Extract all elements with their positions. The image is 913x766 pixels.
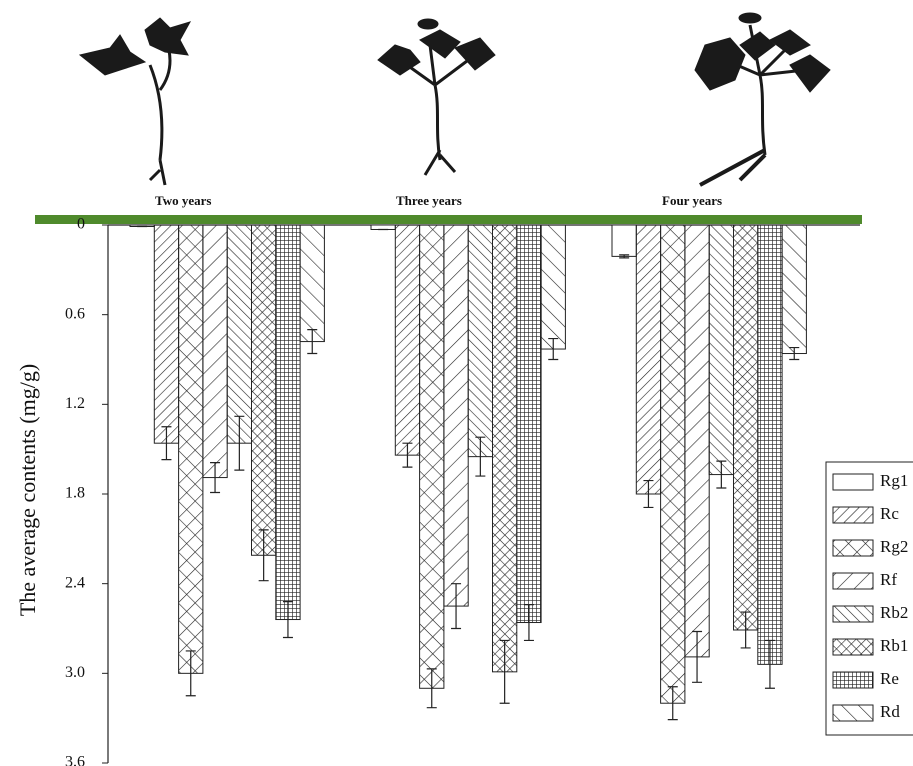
bar xyxy=(541,225,565,349)
y-axis-title: The average contents (mg/g) xyxy=(15,364,40,616)
plant-leaf xyxy=(145,18,190,55)
bar xyxy=(276,225,300,620)
group-label: Four years xyxy=(662,193,722,208)
legend-label: Rd xyxy=(880,702,900,721)
plant-stem xyxy=(150,35,170,160)
bar xyxy=(179,225,203,673)
bar xyxy=(636,225,660,494)
bar xyxy=(371,225,395,229)
bar xyxy=(203,225,227,478)
legend-swatch xyxy=(833,573,873,589)
legend-swatch xyxy=(833,672,873,688)
y-tick-label: 0 xyxy=(77,216,85,233)
plant-flower xyxy=(418,19,438,29)
y-tick-label: 3.0 xyxy=(65,664,85,681)
plant-leaf xyxy=(740,32,775,60)
bar xyxy=(252,225,276,555)
legend xyxy=(826,462,913,735)
bar xyxy=(661,225,685,703)
bar xyxy=(709,225,733,475)
plant-leaf xyxy=(80,35,145,75)
bar xyxy=(685,225,709,657)
legend-swatch xyxy=(833,639,873,655)
bar xyxy=(227,225,251,443)
bar xyxy=(154,225,178,443)
y-tick-label: 3.6 xyxy=(65,754,85,766)
legend-swatch xyxy=(833,540,873,556)
plant-root xyxy=(700,150,765,185)
bar xyxy=(300,225,324,342)
chart: The average contents (mg/g) 0 0.6 1.2 1.8 2.… xyxy=(0,0,913,766)
legend-label: Rb2 xyxy=(880,603,908,622)
legend-label: Re xyxy=(880,669,899,688)
legend-label: Rf xyxy=(880,570,897,589)
group-label: Two years xyxy=(155,193,211,208)
legend-swatch xyxy=(833,705,873,721)
plant-leaf xyxy=(770,30,810,55)
legend-label: Rg2 xyxy=(880,537,908,556)
bar xyxy=(517,225,541,623)
plant-leaf xyxy=(420,30,460,58)
plant-leaf xyxy=(790,55,830,92)
plant-leaf xyxy=(695,38,745,90)
bar xyxy=(493,225,517,672)
legend-label: Rb1 xyxy=(880,636,908,655)
y-tick-label: 1.8 xyxy=(65,485,85,502)
bar xyxy=(612,225,636,256)
y-tick-label: 2.4 xyxy=(65,574,85,591)
legend-swatch xyxy=(833,507,873,523)
bar xyxy=(782,225,806,354)
bar xyxy=(734,225,758,630)
plant-flower xyxy=(739,13,761,23)
legend-swatch xyxy=(833,474,873,490)
y-tick-label: 1.2 xyxy=(65,395,85,412)
bar xyxy=(468,225,492,457)
bar xyxy=(420,225,444,688)
legend-label: Rg1 xyxy=(880,471,908,490)
y-tick-label: 0.6 xyxy=(65,305,85,322)
plants xyxy=(80,13,830,185)
group-label: Three years xyxy=(396,193,462,208)
legend-swatch xyxy=(833,606,873,622)
legend-label: Rc xyxy=(880,504,899,523)
bar xyxy=(395,225,419,455)
page: The average contents (mg/g) 0 0.6 1.2 1.8 2.… xyxy=(0,0,913,766)
bar xyxy=(444,225,468,606)
bar xyxy=(758,225,782,664)
plant-root xyxy=(150,160,165,185)
ground-line xyxy=(35,215,862,224)
